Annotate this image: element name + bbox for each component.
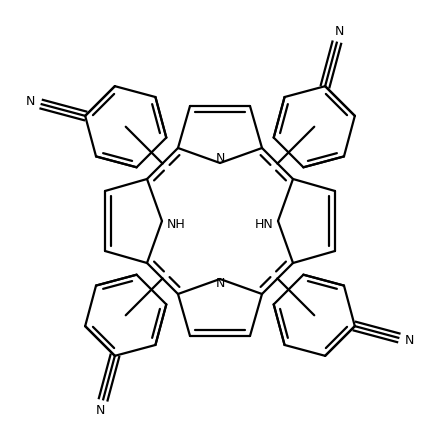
- Text: N: N: [335, 25, 345, 38]
- Text: N: N: [26, 95, 35, 107]
- Text: N: N: [215, 277, 225, 290]
- Text: HN: HN: [254, 218, 273, 232]
- Text: NH: NH: [167, 218, 186, 232]
- Text: N: N: [215, 152, 225, 165]
- Text: N: N: [405, 335, 414, 347]
- Text: N: N: [95, 404, 105, 417]
